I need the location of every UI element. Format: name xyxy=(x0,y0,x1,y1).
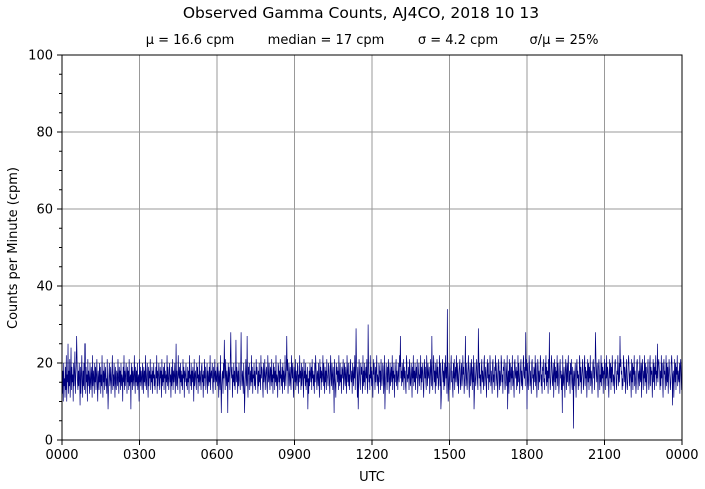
stat-mean: μ = 16.6 cpm xyxy=(146,33,235,48)
y-tick-label: 60 xyxy=(36,203,53,218)
chart-title: Observed Gamma Counts, AJ4CO, 2018 10 13 xyxy=(183,4,539,22)
y-tick-label: 100 xyxy=(28,49,53,64)
x-tick-label: 0000 xyxy=(45,448,78,463)
y-tick-label: 20 xyxy=(36,357,53,372)
x-axis-label: UTC xyxy=(359,470,385,485)
x-tick-label: 1800 xyxy=(510,448,543,463)
y-tick-label: 40 xyxy=(36,280,53,295)
x-tick-label: 1500 xyxy=(433,448,466,463)
x-tick-label: 2100 xyxy=(588,448,621,463)
axis-ticks xyxy=(57,54,683,445)
grid-lines xyxy=(62,55,682,440)
y-tick-label: 0 xyxy=(45,434,53,449)
x-tick-label: 0600 xyxy=(200,448,233,463)
stat-median: median = 17 cpm xyxy=(268,33,385,48)
x-tick-label: 1200 xyxy=(355,448,388,463)
plot-area xyxy=(61,309,683,429)
series-line-gamma-counts xyxy=(61,309,683,429)
y-tick-labels: 0 20 40 60 80 100 xyxy=(28,49,53,449)
x-tick-label: 0900 xyxy=(278,448,311,463)
x-tick-label: 0300 xyxy=(123,448,156,463)
stat-cv: σ/μ = 25% xyxy=(530,33,599,48)
x-tick-label: 0000 xyxy=(665,448,698,463)
y-tick-label: 80 xyxy=(36,126,53,141)
x-tick-labels: 0000 0300 0600 0900 1200 1500 1800 2100 0000 xyxy=(45,448,698,463)
y-axis-label: Counts per Minute (cpm) xyxy=(6,167,21,329)
stat-sigma: σ = 4.2 cpm xyxy=(418,33,498,48)
